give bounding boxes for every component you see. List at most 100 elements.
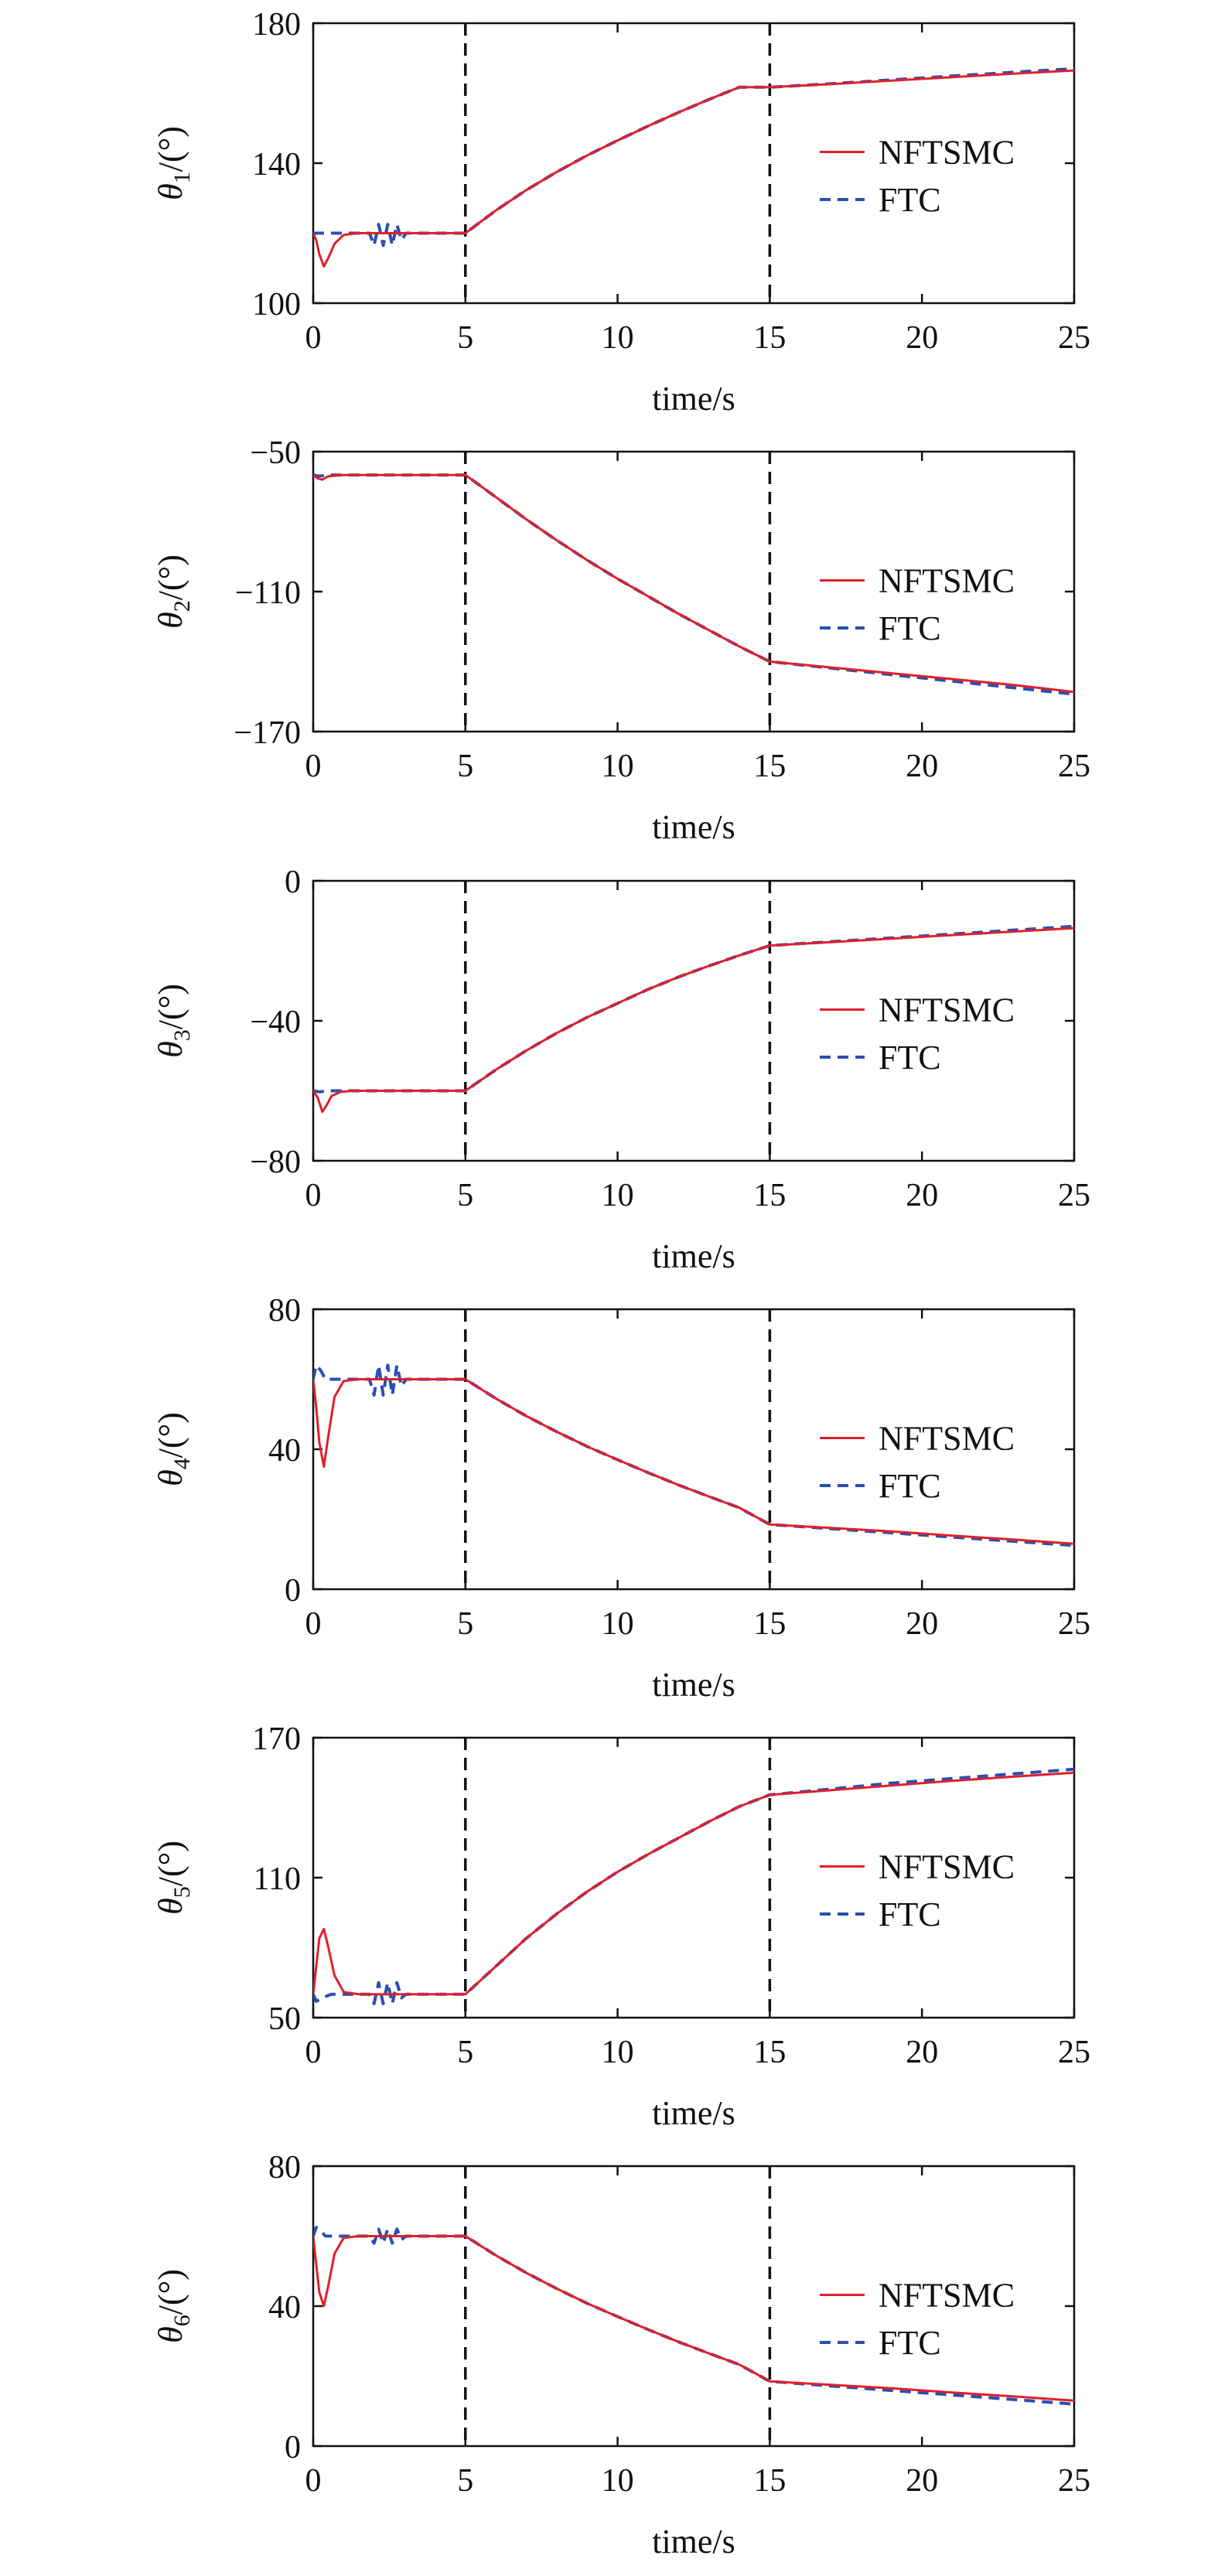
x-tick-label: 5 <box>457 749 473 784</box>
y-axis-subscript: 1 <box>169 172 195 183</box>
x-axis-title: time/s <box>652 1666 735 1704</box>
y-tick-label: 140 <box>252 147 301 183</box>
x-tick-label: 20 <box>906 2463 938 2499</box>
legend-label-ftc: FTC <box>879 181 941 219</box>
x-tick-label: 5 <box>457 2035 473 2070</box>
subplot-3: 0 5 10 15 20 25 −80 −40 0 time/s θ3/(°) NFTSMC FTC <box>152 865 1090 1275</box>
x-tick-label: 15 <box>753 749 786 784</box>
x-tick-label: 25 <box>1058 1178 1090 1213</box>
x-tick-label: 5 <box>457 1178 473 1213</box>
legend-label-ftc: FTC <box>879 1039 941 1076</box>
x-tick-label: 5 <box>457 2463 473 2499</box>
legend-label-ftc: FTC <box>879 1467 941 1505</box>
x-tick-label: 10 <box>602 320 634 356</box>
y-axis-subscript: 6 <box>169 2315 195 2326</box>
legend-label-ftc: FTC <box>879 1895 941 1933</box>
x-tick-label: 25 <box>1058 320 1090 356</box>
y-axis-title: θ4/(°) <box>152 1412 195 1486</box>
y-axis-title: θ2/(°) <box>152 554 195 629</box>
legend: NFTSMC FTC <box>820 991 1015 1076</box>
x-tick-label: 15 <box>753 1606 786 1642</box>
y-tick-label: 170 <box>252 1721 301 1757</box>
x-tick-label: 0 <box>305 2035 322 2070</box>
y-tick-label: 180 <box>252 7 301 43</box>
legend-label-nftsmc: NFTSMC <box>879 1848 1015 1886</box>
x-tick-label: 15 <box>753 2035 786 2070</box>
y-axis-subscript: 5 <box>169 1886 195 1898</box>
series-line-ftc <box>313 2226 1074 2406</box>
legend-label-nftsmc: NFTSMC <box>879 1420 1015 1458</box>
y-tick-label: 0 <box>285 2430 301 2465</box>
subplot-1: 0 5 10 15 20 25 100 140 180 time/s θ1/(°) NFTSMC FTC <box>152 7 1090 418</box>
y-tick-label: 40 <box>268 2290 301 2325</box>
legend-label-nftsmc: NFTSMC <box>879 562 1015 600</box>
y-axis-symbol: θ <box>152 1041 189 1058</box>
series-line-nftsmc <box>313 926 1074 1114</box>
x-tick-label: 20 <box>906 1178 938 1213</box>
x-tick-label: 10 <box>602 1178 634 1213</box>
series-line-ftc <box>313 1767 1074 2005</box>
y-axis-title: θ6/(°) <box>152 2269 195 2343</box>
x-tick-label: 15 <box>753 320 786 356</box>
x-tick-label: 25 <box>1058 2463 1090 2499</box>
x-tick-label: 10 <box>602 749 634 784</box>
x-tick-label: 0 <box>305 749 322 784</box>
y-axis-title: θ5/(°) <box>152 1841 195 1915</box>
legend: NFTSMC FTC <box>820 562 1015 647</box>
x-tick-label: 5 <box>457 320 473 356</box>
y-axis-subscript: 4 <box>169 1458 195 1469</box>
x-axis-title: time/s <box>652 808 735 846</box>
y-axis-symbol: θ <box>152 1469 189 1486</box>
y-tick-label: 50 <box>268 2001 301 2037</box>
legend: NFTSMC FTC <box>820 1420 1015 1505</box>
subplot-6: 0 5 10 15 20 25 0 40 80 time/s θ6/(°) NFTSMC FTC <box>152 2150 1090 2561</box>
x-tick-label: 20 <box>906 320 938 356</box>
y-axis-unit: /(°) <box>152 984 189 1029</box>
y-axis-symbol: θ <box>152 183 189 200</box>
x-tick-label: 0 <box>305 1178 322 1213</box>
y-tick-label: −80 <box>250 1145 301 1180</box>
y-axis-unit: /(°) <box>152 1412 189 1458</box>
subplot-4: 0 5 10 15 20 25 0 40 80 time/s θ4/(°) NFTSMC FTC <box>152 1293 1090 1704</box>
legend-label-ftc: FTC <box>879 2324 941 2362</box>
y-axis-unit: /(°) <box>152 126 189 172</box>
legend-label-ftc: FTC <box>879 609 941 647</box>
y-axis-symbol: θ <box>152 1898 189 1915</box>
series-line-nftsmc <box>313 2235 1074 2402</box>
series-line-nftsmc <box>313 1378 1074 1545</box>
series-line-nftsmc <box>313 473 1074 694</box>
x-tick-label: 0 <box>305 1606 322 1642</box>
legend: NFTSMC FTC <box>820 1848 1015 1933</box>
y-axis-unit: /(°) <box>152 1841 189 1886</box>
y-tick-label: 40 <box>268 1433 301 1469</box>
y-axis-subscript: 2 <box>169 600 195 612</box>
y-tick-label: 0 <box>285 1573 301 1609</box>
x-tick-label: 15 <box>753 1178 786 1213</box>
x-tick-label: 20 <box>906 2035 938 2070</box>
y-tick-label: 110 <box>254 1861 301 1897</box>
y-tick-label: 0 <box>285 865 301 900</box>
x-axis-title: time/s <box>652 1237 735 1275</box>
x-axis-title: time/s <box>652 2094 735 2132</box>
legend-label-nftsmc: NFTSMC <box>879 991 1015 1029</box>
y-tick-label: −110 <box>235 575 301 611</box>
y-axis-symbol: θ <box>152 612 189 629</box>
x-tick-label: 20 <box>906 749 938 784</box>
x-tick-label: 25 <box>1058 749 1090 784</box>
series-line-nftsmc <box>313 69 1074 268</box>
y-tick-label: −170 <box>234 715 301 751</box>
legend: NFTSMC FTC <box>820 2277 1015 2362</box>
y-axis-unit: /(°) <box>152 554 189 600</box>
y-tick-label: 80 <box>268 1293 301 1329</box>
x-tick-label: 5 <box>457 1606 473 1642</box>
y-axis-symbol: θ <box>152 2326 189 2343</box>
y-tick-label: −40 <box>250 1005 301 1040</box>
y-axis-title: θ1/(°) <box>152 126 195 200</box>
x-tick-label: 0 <box>305 320 322 356</box>
legend: NFTSMC FTC <box>820 134 1015 219</box>
legend-label-nftsmc: NFTSMC <box>879 2277 1015 2315</box>
x-axis-title: time/s <box>652 380 735 418</box>
x-tick-label: 10 <box>602 1606 634 1642</box>
legend-label-nftsmc: NFTSMC <box>879 134 1015 172</box>
